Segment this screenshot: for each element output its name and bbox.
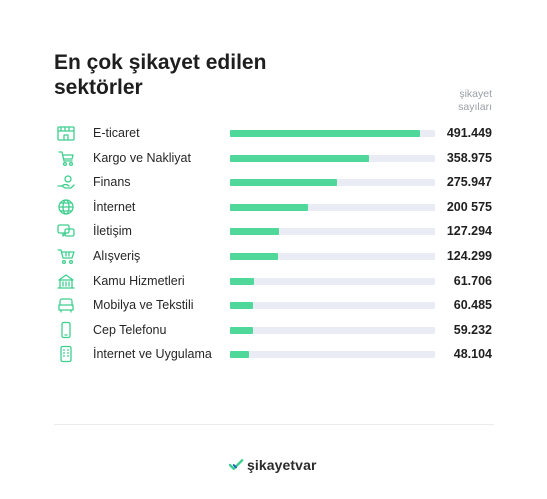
bar <box>230 179 337 187</box>
bar-row: Kamu Hizmetleri 61.706 <box>0 269 547 294</box>
column-header-line-2: sayıları <box>458 101 492 113</box>
divider <box>54 424 494 425</box>
money-hand-icon <box>56 173 76 191</box>
title-line-2: sektörler <box>54 76 143 99</box>
bar-value-label: 200 575 <box>446 199 492 214</box>
bar-value-label: 60.485 <box>453 298 492 313</box>
bar-value-label: 48.104 <box>453 347 492 362</box>
bar-track <box>230 203 435 211</box>
bar-row: Kargo ve Nakliyat 358.975 <box>0 146 547 171</box>
bar-label: Alışveriş <box>93 249 141 263</box>
bar-track <box>230 130 435 137</box>
title-line-1: En çok şikayet edilen <box>54 51 267 74</box>
bar-label: E-ticaret <box>93 126 140 140</box>
phone-icon <box>56 321 76 339</box>
armchair-icon <box>56 296 76 314</box>
bar-value-label: 275.947 <box>446 175 492 190</box>
bar-label: Kamu Hizmetleri <box>93 273 185 288</box>
bar-label: İletişim <box>93 224 132 239</box>
bar-value-label: 358.975 <box>446 150 492 165</box>
column-header-line-1: şikayet <box>459 88 492 100</box>
bar-label: Finans <box>93 175 131 190</box>
brand-name: şikayetvar <box>247 457 317 473</box>
bar <box>230 253 278 260</box>
bar-track <box>230 302 435 310</box>
bar-row: Cep Telefonu 59.232 <box>0 318 547 343</box>
bar-track <box>230 154 435 162</box>
bar <box>230 326 253 334</box>
bar-label: Kargo ve Nakliyat <box>93 150 191 165</box>
store-icon <box>56 124 76 142</box>
bar-track <box>230 253 435 260</box>
bar-row: İletişim 127.294 <box>0 219 547 244</box>
bar <box>230 277 254 285</box>
bar-row: E-ticaret 491.449 <box>0 121 547 146</box>
brand-logo: şikayetvar <box>229 455 317 475</box>
bar <box>230 228 279 236</box>
bar-label: İnternet <box>93 199 136 214</box>
building-icon <box>56 272 76 290</box>
bar-value-label: 491.449 <box>446 126 492 140</box>
globe-icon <box>56 198 76 216</box>
bar-label: Cep Telefonu <box>93 322 167 337</box>
cart-icon <box>56 149 76 167</box>
shopping-cart-icon <box>56 247 76 265</box>
bar-track <box>230 351 435 359</box>
bar <box>230 351 249 359</box>
bar-value-label: 127.294 <box>446 224 492 239</box>
bar <box>230 203 308 211</box>
bar-row: İnternet 200 575 <box>0 195 547 220</box>
value-column-header: şikayet sayıları <box>430 88 492 114</box>
bar <box>230 302 253 310</box>
bar-row: İnternet ve Uygulama 48.104 <box>0 342 547 367</box>
bar-label: İnternet ve Uygulama <box>93 347 212 362</box>
bar-track <box>230 179 435 187</box>
brand-check-icon <box>229 459 244 470</box>
bar-value-label: 61.706 <box>453 273 492 288</box>
chart-title: En çok şikayet edilen sektörler <box>54 50 266 100</box>
bar <box>230 154 369 162</box>
bar-track <box>230 277 435 285</box>
bar-value-label: 124.299 <box>446 249 492 263</box>
bar-track <box>230 326 435 334</box>
bar-row: Mobilya ve Tekstili 60.485 <box>0 293 547 318</box>
bar <box>230 130 420 137</box>
bar-value-label: 59.232 <box>453 322 492 337</box>
bar-track <box>230 228 435 236</box>
bar-row: Alışveriş 124.299 <box>0 244 547 269</box>
app-icon <box>56 345 76 363</box>
bar-row: Finans 275.947 <box>0 170 547 195</box>
bar-label: Mobilya ve Tekstili <box>93 298 194 313</box>
chat-icon <box>56 222 76 240</box>
